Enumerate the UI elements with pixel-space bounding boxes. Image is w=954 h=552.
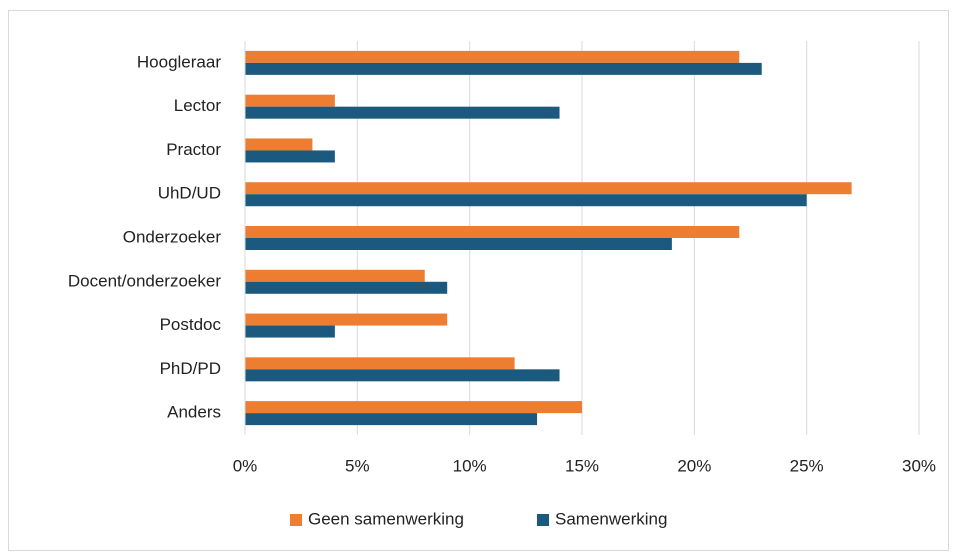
legend-label: Geen samenwerking	[308, 509, 464, 528]
y-tick-label: Anders	[167, 403, 221, 422]
x-tick-label: 25%	[790, 456, 824, 475]
x-tick-label: 15%	[565, 456, 599, 475]
bar	[245, 194, 807, 207]
y-tick-label: PhD/PD	[160, 359, 221, 378]
legend-swatch	[290, 514, 302, 526]
x-tick-label: 30%	[902, 456, 936, 475]
bar	[245, 238, 672, 250]
bar	[245, 401, 582, 414]
bar	[245, 50, 740, 63]
bar	[245, 138, 313, 151]
bar	[245, 106, 560, 119]
x-tick-label: 20%	[677, 456, 711, 475]
x-tick-label: 5%	[345, 456, 370, 475]
chart-frame	[8, 10, 949, 551]
x-tick-label: 0%	[233, 456, 258, 475]
bar	[245, 269, 425, 282]
bar	[245, 94, 335, 107]
bar	[245, 413, 538, 426]
legend-swatch	[537, 514, 549, 526]
bar	[245, 369, 560, 382]
y-tick-label: UhD/UD	[158, 184, 221, 203]
y-tick-label: Lector	[174, 96, 222, 115]
y-tick-label: Onderzoeker	[123, 227, 222, 246]
bar	[245, 62, 762, 75]
bar	[245, 182, 852, 195]
y-tick-label: Docent/onderzoeker	[68, 271, 221, 290]
legend-label: Samenwerking	[555, 509, 667, 528]
bar	[245, 150, 335, 163]
y-tick-label: Practor	[166, 140, 221, 159]
bar	[245, 226, 740, 238]
y-tick-label: Hoogleraar	[137, 52, 221, 71]
x-tick-label: 10%	[453, 456, 487, 475]
bar	[245, 313, 448, 326]
bar	[245, 325, 335, 338]
bar	[245, 357, 515, 370]
y-tick-label: Postdoc	[160, 315, 222, 334]
bar	[245, 281, 448, 294]
